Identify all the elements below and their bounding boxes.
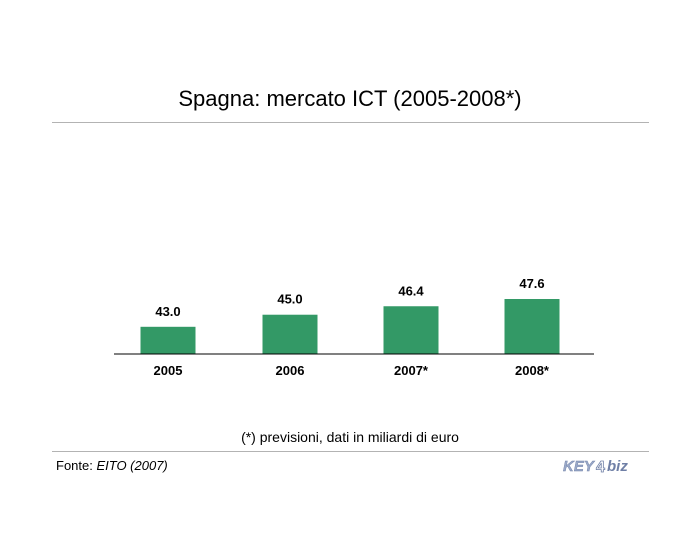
chart-title: Spagna: mercato ICT (2005-2008*)	[178, 86, 522, 111]
data-label-2008: 47.6	[519, 276, 544, 291]
svg-text:KEY: KEY	[563, 458, 596, 475]
bar-2007	[383, 306, 439, 354]
svg-text:biz: biz	[607, 458, 628, 475]
bar-chart: 43.0 2005 45.0 2006 46.4 2007* 47.6 2008*	[114, 276, 594, 378]
data-label-2006: 45.0	[277, 292, 302, 307]
x-tick-label-2006: 2006	[276, 363, 305, 378]
x-tick-label-2007: 2007*	[394, 363, 429, 378]
data-label-2007: 46.4	[398, 283, 424, 298]
key4biz-logo: KEY 4 biz	[563, 458, 628, 477]
data-label-2005: 43.0	[155, 304, 180, 319]
x-tick-label-2005: 2005	[154, 363, 183, 378]
source-label: Fonte:	[56, 458, 97, 473]
bar-2008	[504, 299, 560, 354]
source-line: Fonte: EITO (2007)	[56, 458, 168, 473]
x-tick-label-2008: 2008*	[515, 363, 550, 378]
title-divider	[52, 122, 649, 123]
footnote: (*) previsioni, dati in miliardi di euro	[241, 429, 459, 445]
svg-text:4: 4	[596, 459, 605, 476]
source-name: EITO (2007)	[96, 458, 168, 473]
bar-2006	[262, 314, 318, 354]
footer-divider	[52, 451, 649, 452]
bar-2005	[140, 326, 196, 354]
